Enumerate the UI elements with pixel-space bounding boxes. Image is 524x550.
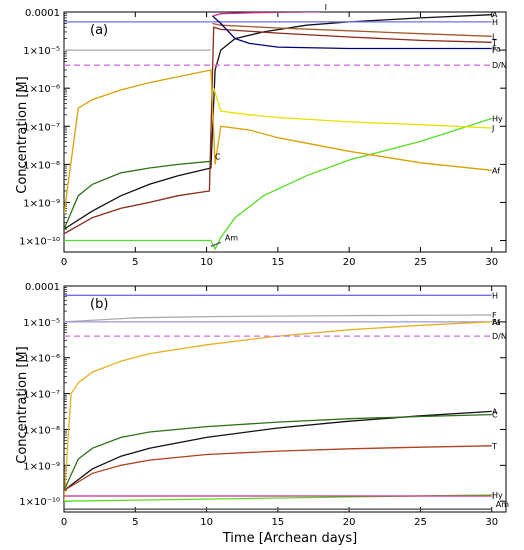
series-label-i: I bbox=[492, 492, 494, 501]
x-tick-label: 5 bbox=[132, 517, 138, 528]
series-label-i: I bbox=[325, 3, 327, 12]
y-tick-label: 1×10⁻⁷ bbox=[23, 390, 60, 401]
y-tick-label: 1×10⁻⁹ bbox=[23, 198, 60, 209]
series-line-hy bbox=[64, 117, 492, 251]
y-axis-label-a: Concentration [M] bbox=[15, 76, 30, 193]
y-tick-label: 1×10⁻¹⁰ bbox=[19, 237, 60, 248]
x-tick-label: 25 bbox=[414, 517, 427, 528]
series-label-dn: D/N bbox=[492, 332, 507, 341]
y-tick-label: 1×10⁻⁸ bbox=[23, 160, 60, 171]
x-tick-label: 0 bbox=[61, 257, 67, 268]
y-tick-label: 1×10⁻¹⁰ bbox=[19, 497, 60, 508]
series-label-a: A bbox=[492, 11, 498, 20]
y-tick-label: 0.0001 bbox=[25, 8, 60, 19]
series-line-c bbox=[64, 160, 211, 230]
series-line-f bbox=[64, 314, 492, 323]
x-tick-label: 20 bbox=[343, 257, 356, 268]
panel-tag: (a) bbox=[90, 23, 108, 38]
panel-tag: (b) bbox=[90, 297, 108, 312]
series-group bbox=[64, 294, 492, 510]
plot-frame bbox=[63, 285, 507, 513]
x-tick-label: 0 bbox=[61, 517, 67, 528]
series-line-am bbox=[210, 241, 222, 248]
panel-b: 0 5 10 15 20 25 30 1×10⁻¹⁰ 1×10⁻⁹ 1×10⁻⁸ 1×10⁻⁷ 1×1… bbox=[19, 282, 509, 528]
x-tick-label: 10 bbox=[200, 257, 213, 268]
series-label-hy: Hy bbox=[492, 491, 503, 500]
y-tick-label: 0.0001 bbox=[25, 282, 60, 293]
x-tick-label: 5 bbox=[132, 257, 138, 268]
x-axis-label: Time [Archean days] bbox=[222, 531, 357, 546]
series-line-i bbox=[213, 12, 321, 17]
series-label-dn: D/N bbox=[492, 61, 507, 70]
series-label-l: L bbox=[492, 32, 497, 41]
y-tick-label: 1×10⁻⁶ bbox=[23, 84, 60, 95]
series-line-j bbox=[213, 88, 492, 129]
series-label-h: H bbox=[492, 18, 498, 27]
plot-frame bbox=[63, 11, 507, 253]
series-label-am: Am bbox=[225, 233, 238, 242]
y-tick-label: 1×10⁻⁶ bbox=[23, 354, 60, 365]
x-tick-label: 30 bbox=[485, 517, 498, 528]
series-label-af: Af bbox=[492, 318, 500, 327]
y-tick-label: 1×10⁻⁵ bbox=[23, 46, 60, 57]
series-label-c: C bbox=[215, 152, 221, 161]
y-tick-label: 1×10⁻⁸ bbox=[23, 425, 60, 436]
series-label-hy: Hy bbox=[492, 114, 503, 123]
y-axis-label-b: Concentration [M] bbox=[15, 346, 30, 463]
x-tick-label: 15 bbox=[272, 257, 285, 268]
series-label-af: Af bbox=[492, 166, 500, 175]
series-line-t bbox=[64, 26, 492, 235]
x-tick-label: 30 bbox=[485, 257, 498, 268]
series-label-a: A bbox=[492, 407, 498, 416]
series-line-af bbox=[64, 321, 492, 502]
x-tick-label: 10 bbox=[200, 517, 213, 528]
y-tick-label: 1×10⁻⁹ bbox=[23, 461, 60, 472]
x-tick-label: 15 bbox=[272, 517, 285, 528]
series-label-h: H bbox=[492, 291, 498, 300]
series-line-af bbox=[64, 69, 492, 214]
x-tick-label: 25 bbox=[414, 257, 427, 268]
series-label-j: J bbox=[491, 124, 494, 133]
series-label-t: T bbox=[491, 442, 497, 451]
series-label-f: F bbox=[492, 46, 497, 55]
series-line-l bbox=[212, 22, 492, 37]
series-label-fa: Fa bbox=[492, 318, 501, 327]
series-label-f: F bbox=[492, 311, 497, 320]
series-line-fa bbox=[211, 15, 492, 50]
series-label-fa: Fa bbox=[492, 45, 501, 54]
series-label-am: Am bbox=[496, 500, 509, 509]
series-label-t: T bbox=[491, 38, 497, 47]
y-tick-label: 1×10⁻⁵ bbox=[23, 318, 60, 329]
x-tick-label: 20 bbox=[343, 517, 356, 528]
series-line-c bbox=[64, 413, 492, 491]
series-line-t bbox=[64, 445, 492, 491]
panel-a: 0 5 10 15 20 25 30 1×10⁻¹⁰ 1×10⁻⁹ 1×10⁻⁸ 1×10⁻⁷ 1×1… bbox=[19, 3, 507, 268]
series-label-c: C bbox=[492, 411, 498, 420]
y-tick-label: 1×10⁻⁷ bbox=[23, 122, 60, 133]
series-group bbox=[64, 12, 492, 251]
